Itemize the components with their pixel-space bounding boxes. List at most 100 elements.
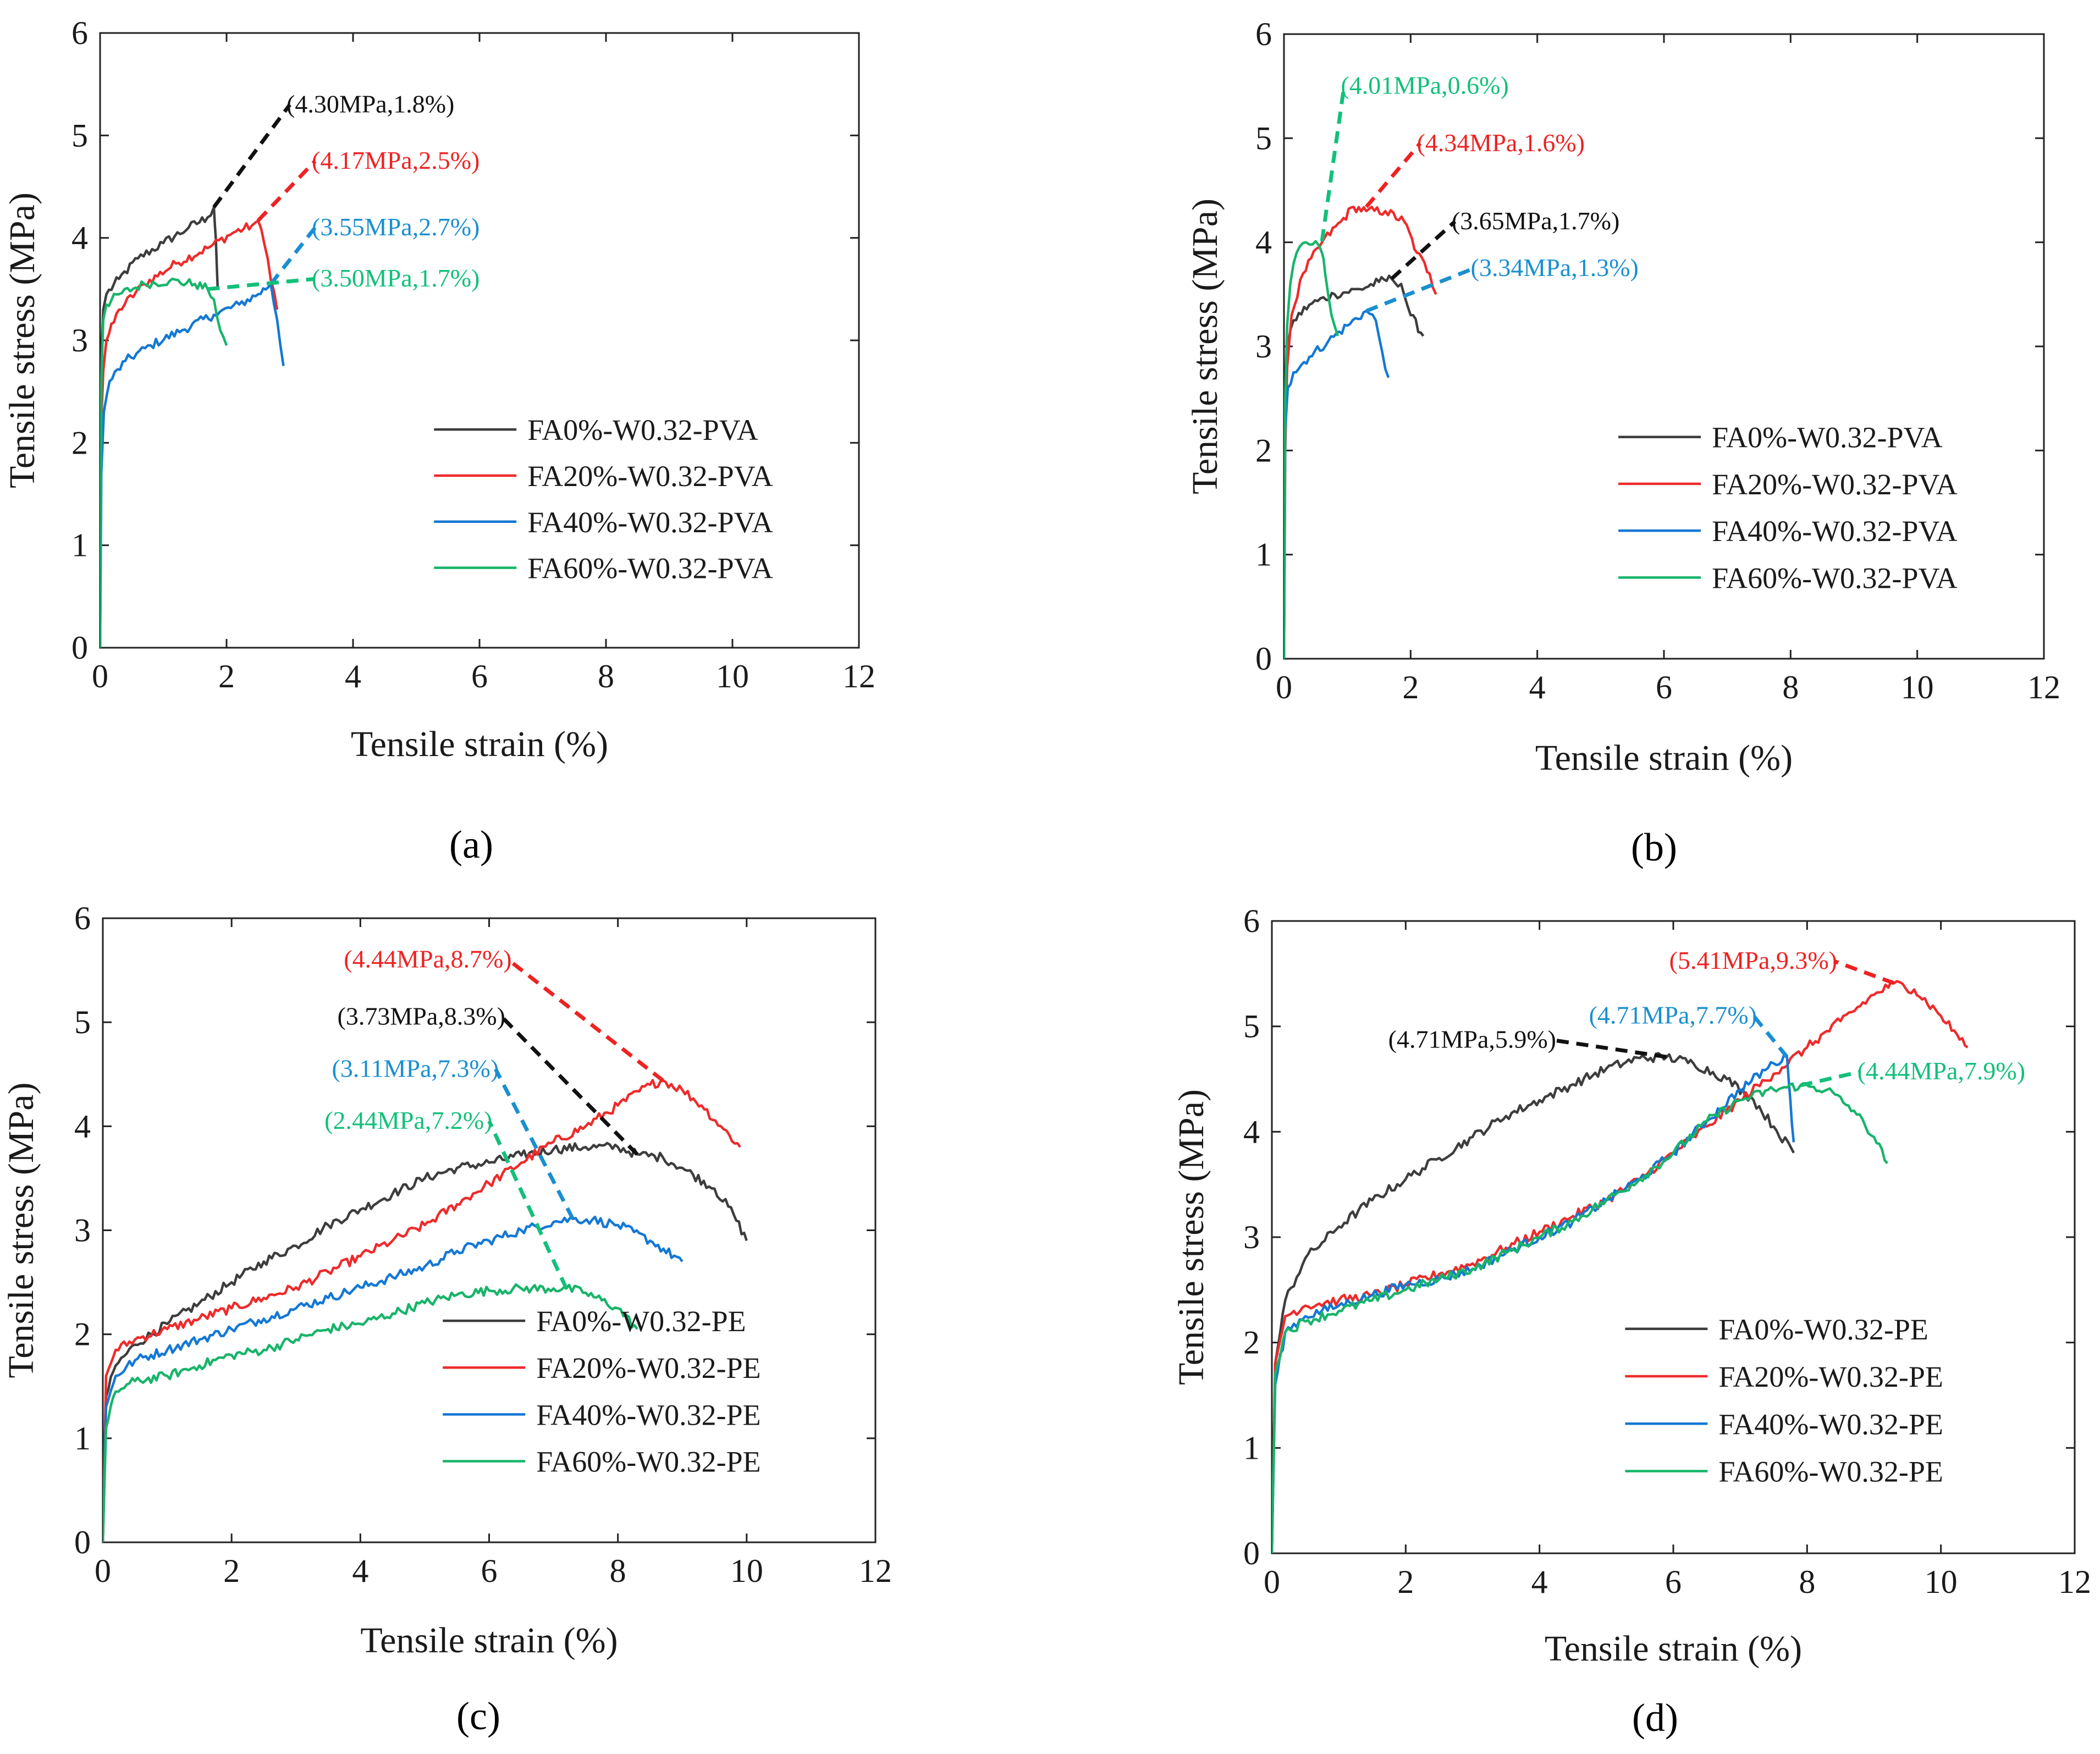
x-tick-label: 12 — [842, 658, 875, 694]
y-tick-label: 4 — [74, 1108, 91, 1144]
legend-label: FA20%-W0.32-PVA — [1712, 468, 1958, 501]
x-tick-label: 2 — [1397, 1564, 1414, 1600]
series-line-2 — [103, 1215, 684, 1542]
annotation-leader — [212, 103, 291, 208]
annotation-label: (4.44MPa,8.7%) — [344, 945, 511, 973]
y-tick-label: 6 — [1255, 16, 1272, 52]
annotation-label: (4.71MPa,5.9%) — [1388, 1025, 1556, 1053]
y-tick-label: 5 — [1243, 1008, 1260, 1045]
y-axis-label: Tensile stress (MPa) — [1171, 1089, 1211, 1385]
series-group — [100, 206, 285, 648]
y-tick-label: 1 — [71, 527, 88, 564]
annotation-label: (3.50MPa,1.7%) — [312, 264, 479, 292]
annotation-leader — [1800, 1069, 1861, 1088]
y-tick-label: 1 — [1243, 1430, 1260, 1466]
annotation-leader — [1752, 1014, 1789, 1058]
annotation-label: (4.01MPa,0.6%) — [1341, 71, 1508, 100]
x-tick-label: 10 — [730, 1553, 763, 1589]
legend-label: FA20%-W0.32-PE — [536, 1352, 760, 1385]
x-tick-label: 12 — [2027, 669, 2060, 705]
legend-label: FA60%-W0.32-PE — [536, 1445, 760, 1478]
y-tick-label: 5 — [71, 117, 88, 153]
legend-label: FA40%-W0.32-PVA — [1712, 515, 1958, 548]
series-line-0 — [1284, 274, 1425, 659]
y-tick-label: 2 — [1243, 1325, 1260, 1361]
legend-label: FA0%-W0.32-PVA — [1712, 421, 1943, 454]
legend-label: FA40%-W0.32-PVA — [527, 506, 773, 539]
annotation-label: (2.44MPa,7.2%) — [324, 1106, 492, 1134]
x-tick-label: 8 — [610, 1553, 626, 1589]
series-line-2 — [100, 283, 285, 648]
panel-caption: (b) — [1631, 825, 1677, 869]
series-line-3 — [1272, 1082, 1889, 1553]
y-tick-label: 4 — [71, 220, 88, 256]
annotation-label: (4.34MPa,1.6%) — [1417, 129, 1585, 157]
y-tick-label: 5 — [74, 1004, 91, 1040]
y-tick-label: 0 — [1255, 641, 1272, 677]
series-line-0 — [103, 1141, 748, 1542]
series-line-1 — [1284, 205, 1437, 659]
x-axis-label: Tensile strain (%) — [1535, 738, 1793, 778]
y-tick-label: 3 — [1255, 328, 1272, 365]
series-line-2 — [1284, 310, 1390, 659]
series-line-0 — [1272, 1052, 1795, 1553]
annotation-leader — [1833, 959, 1895, 985]
annotation-leader — [207, 277, 316, 291]
series-line-1 — [103, 1079, 741, 1542]
y-tick-label: 2 — [1255, 432, 1272, 468]
y-tick-label: 4 — [1255, 224, 1272, 261]
y-tick-label: 2 — [74, 1316, 91, 1353]
x-tick-label: 2 — [223, 1553, 240, 1589]
legend-label: FA40%-W0.32-PE — [1718, 1408, 1943, 1441]
annotation-leader — [1365, 266, 1475, 313]
panel-caption: (c) — [456, 1694, 500, 1738]
x-tick-label: 6 — [1665, 1564, 1682, 1600]
y-tick-label: 4 — [1243, 1113, 1260, 1150]
y-tick-label: 0 — [1243, 1535, 1260, 1571]
y-tick-label: 3 — [1243, 1219, 1260, 1255]
x-tick-label: 0 — [1264, 1564, 1280, 1600]
annotation-leader — [507, 958, 664, 1082]
x-tick-label: 10 — [1925, 1564, 1958, 1600]
legend-label: FA60%-W0.32-PVA — [1712, 561, 1958, 594]
x-tick-label: 10 — [716, 658, 749, 694]
annotation-leader — [1365, 142, 1422, 208]
series-line-3 — [100, 277, 228, 648]
x-axis-label: Tensile strain (%) — [1545, 1629, 1802, 1669]
x-tick-label: 0 — [95, 1553, 111, 1589]
annotation-label: (4.71MPa,7.7%) — [1589, 1001, 1757, 1029]
annotation-leader — [1552, 1038, 1667, 1059]
annotation-label: (3.55MPa,2.7%) — [312, 213, 479, 241]
legend-label: FA20%-W0.32-PVA — [527, 460, 773, 493]
x-axis-label: Tensile strain (%) — [351, 724, 608, 764]
series-line-2 — [1272, 1052, 1795, 1553]
legend-label: FA60%-W0.32-PVA — [527, 552, 773, 585]
series-line-0 — [100, 206, 219, 648]
x-tick-label: 0 — [1276, 669, 1292, 705]
panel-caption: (d) — [1632, 1696, 1678, 1740]
y-tick-label: 0 — [71, 630, 88, 666]
y-axis-label: Tensile stress (MPa) — [2, 192, 42, 488]
x-tick-label: 8 — [598, 658, 614, 694]
y-axis-label: Tensile stress (MPa) — [1, 1083, 41, 1378]
x-tick-label: 4 — [1529, 669, 1546, 705]
annotation-label: (3.34MPa,1.3%) — [1471, 253, 1639, 282]
y-tick-label: 1 — [1255, 537, 1272, 573]
y-tick-label: 5 — [1255, 120, 1272, 156]
x-tick-label: 6 — [481, 1553, 498, 1589]
series-group — [103, 1079, 748, 1542]
annotation-label: (3.65MPa,1.7%) — [1452, 207, 1619, 235]
y-tick-label: 0 — [74, 1524, 91, 1560]
series-line-3 — [1284, 240, 1340, 659]
annotation-label: (3.11MPa,7.3%) — [332, 1054, 499, 1082]
annotation-leader — [256, 159, 317, 222]
x-tick-label: 6 — [471, 658, 488, 694]
x-tick-label: 6 — [1656, 669, 1672, 705]
legend-label: FA0%-W0.32-PVA — [527, 413, 758, 446]
x-tick-label: 10 — [1901, 669, 1934, 705]
x-tick-label: 2 — [218, 658, 235, 694]
